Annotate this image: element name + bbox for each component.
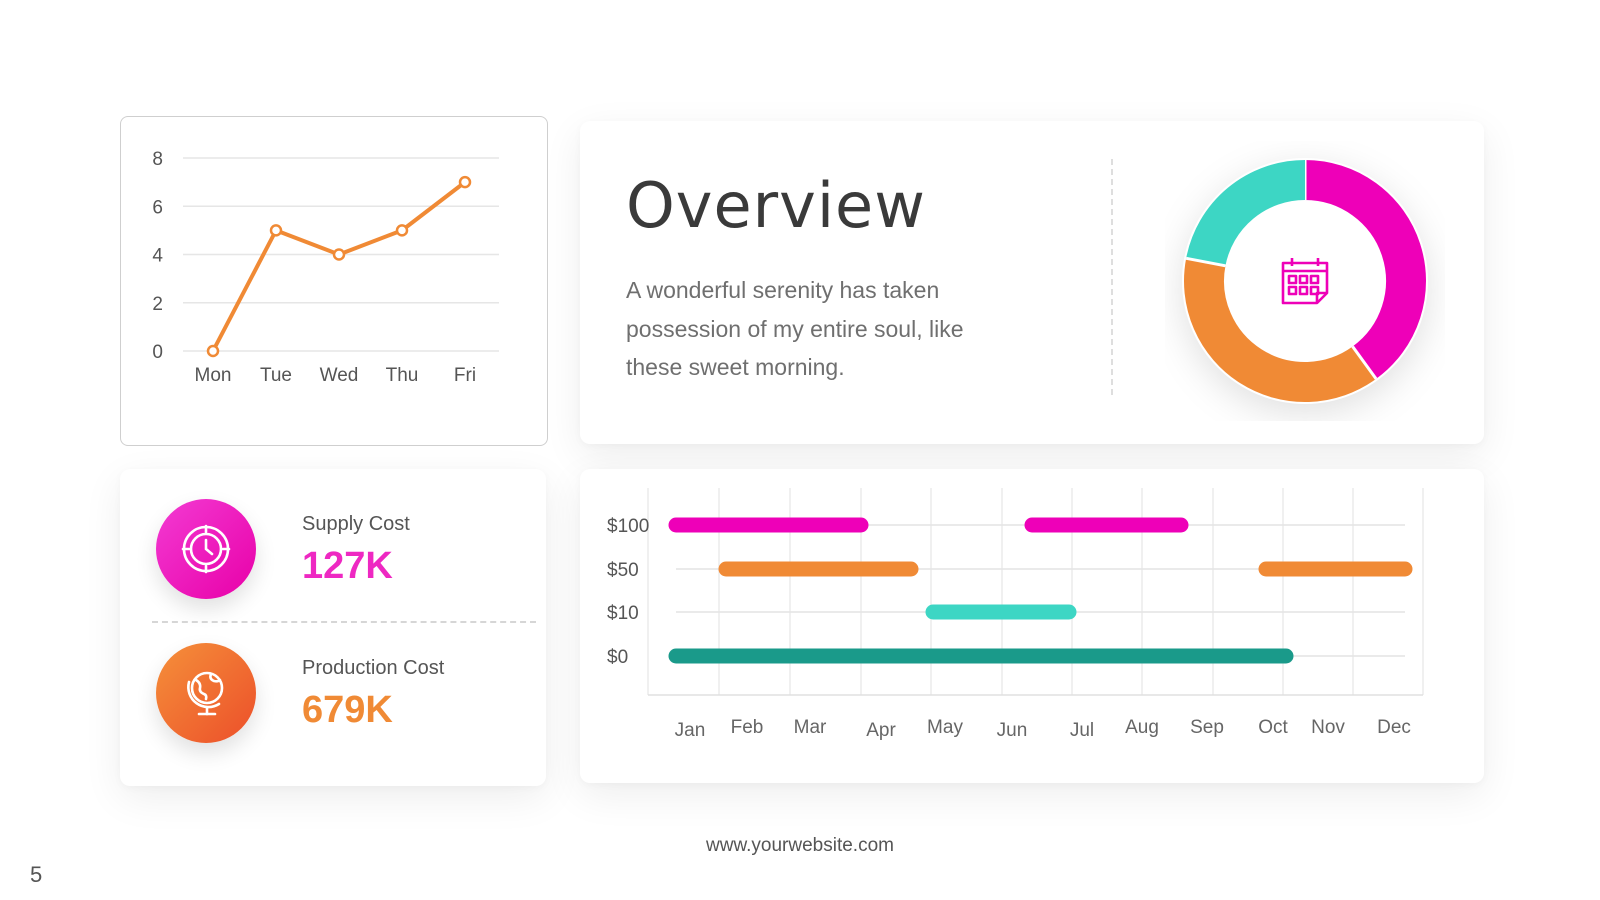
production-cost-label: Production Cost <box>302 657 445 679</box>
x-tick-label: Aug <box>1125 717 1159 738</box>
production-cost-row: Production Cost 679K <box>120 613 546 743</box>
cost-card: Supply Cost 127K Production Cost 679K <box>120 469 546 786</box>
data-point <box>395 224 409 237</box>
data-point <box>458 175 472 189</box>
y-tick-label: $10 <box>607 603 639 624</box>
y-tick-label: $50 <box>607 560 639 581</box>
x-tick-label: Apr <box>866 720 896 741</box>
supply-cost-row: Supply Cost 127K <box>120 469 546 599</box>
x-tick-label: Jul <box>1070 720 1094 741</box>
y-tick-label: 2 <box>152 294 163 315</box>
x-tick-label: Oct <box>1258 717 1288 738</box>
data-point <box>206 344 220 358</box>
x-tick-label: Wed <box>320 365 359 386</box>
x-tick-label: Dec <box>1377 717 1411 738</box>
line-chart-card: 0 2 4 6 8 Mon Tue Wed Thu Fri <box>120 116 548 446</box>
globe-icon <box>156 643 256 743</box>
clock-icon <box>156 499 256 599</box>
x-tick-label: Sep <box>1190 717 1224 738</box>
x-tick-label: Tue <box>260 365 292 386</box>
y-tick-label: 8 <box>152 149 163 170</box>
y-tick-label: $100 <box>607 516 649 537</box>
y-tick-label: 0 <box>152 342 163 363</box>
y-tick-label: 4 <box>152 246 163 267</box>
x-tick-label: Jun <box>997 720 1028 741</box>
x-tick-label: Feb <box>731 717 764 738</box>
overview-description: A wonderful serenity has taken possessio… <box>626 277 964 380</box>
overview-card: Overview A wonderful serenity has taken … <box>580 121 1484 444</box>
data-point <box>332 248 346 261</box>
page-number: 5 <box>30 862 43 887</box>
x-tick-label: Thu <box>386 365 419 386</box>
data-point <box>269 224 283 237</box>
page-title: Overview <box>626 169 926 242</box>
donut-slice <box>1184 258 1377 402</box>
x-tick-label: Nov <box>1311 717 1345 738</box>
x-tick-label: Mar <box>794 717 827 738</box>
x-tick-label: May <box>927 717 963 738</box>
line-chart: 0 2 4 6 8 Mon Tue Wed Thu Fri <box>152 149 499 386</box>
donut-chart <box>1182 158 1428 404</box>
x-tick-label: Jan <box>675 720 706 741</box>
y-tick-label: $0 <box>607 647 628 668</box>
supply-cost-value: 127K <box>302 545 393 587</box>
timeline-chart: $100 $50 $10 $0 Jan Feb Mar Apr May Jun Jul Aug Sep O… <box>607 488 1424 741</box>
website-url[interactable]: www.yourwebsite.com <box>706 835 894 856</box>
vertical-divider <box>1111 159 1113 395</box>
slice-separator <box>1351 345 1378 380</box>
slice-separator <box>1185 256 1226 268</box>
cost-divider <box>152 621 536 623</box>
y-tick-label: 6 <box>152 197 163 218</box>
timeline-chart-card: $100 $50 $10 $0 Jan Feb Mar Apr May Jun Jul Aug Sep O… <box>580 469 1484 783</box>
donut-slice <box>1304 160 1426 379</box>
x-tick-label: Fri <box>454 365 476 386</box>
production-cost-value: 679K <box>302 689 393 731</box>
calendar-icon <box>1281 258 1329 305</box>
series-line <box>211 180 467 353</box>
donut-slice <box>1186 160 1306 267</box>
x-tick-label: Mon <box>195 365 232 386</box>
supply-cost-label: Supply Cost <box>302 513 410 535</box>
